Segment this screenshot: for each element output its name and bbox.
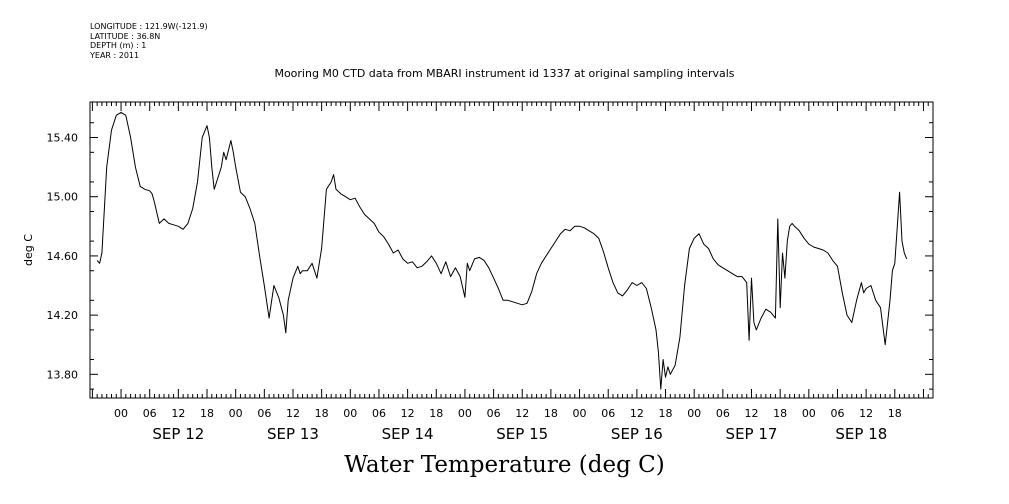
x-tick-label: 12: [745, 407, 759, 420]
x-day-label: SEP 16: [611, 425, 663, 443]
x-tick-label: 12: [171, 407, 185, 420]
x-day-label: SEP 14: [382, 425, 434, 443]
x-tick-label: 06: [143, 407, 157, 420]
x-tick-label: 00: [114, 407, 128, 420]
y-axis: 13.80 14.20 14.60 15.00 15.40: [47, 122, 933, 390]
x-tick-label: 06: [257, 407, 271, 420]
chart-title: Mooring M0 CTD data from MBARI instrumen…: [274, 67, 735, 80]
x-axis: 00 06 12 18 00 06 12 18 00 06 12 18 00 06 12 18 00 06 12 18…: [91, 102, 934, 443]
x-day-label: SEP 15: [496, 425, 548, 443]
x-tick-label: 00: [458, 407, 472, 420]
metadata-year: YEAR : 2011: [90, 50, 140, 60]
x-tick-label: 12: [630, 407, 644, 420]
series-layer: [96, 111, 908, 390]
x-tick-label: 00: [687, 407, 701, 420]
x-tick-label: 12: [859, 407, 873, 420]
x-tick-label: 18: [429, 407, 443, 420]
x-tick-label: 06: [372, 407, 386, 420]
x-tick-label: 18: [888, 407, 902, 420]
footer-title: Water Temperature (deg C): [344, 452, 665, 478]
metadata-longitude: LONGITUDE : 121.9W(-121.9): [90, 22, 208, 31]
y-tick-label: 14.60: [47, 250, 79, 263]
x-tick-label: 00: [229, 407, 243, 420]
x-tick-label: 18: [544, 407, 558, 420]
y-tick-label: 15.00: [47, 191, 79, 204]
x-tick-label: 06: [716, 407, 730, 420]
x-tick-label: 06: [601, 407, 615, 420]
x-day-label: SEP 17: [726, 425, 778, 443]
metadata-depth: DEPTH (m) : 1: [90, 41, 147, 50]
y-tick-label: 13.80: [47, 368, 79, 381]
x-tick-label: 12: [515, 407, 529, 420]
x-tick-label: 06: [487, 407, 501, 420]
metadata-block: LONGITUDE : 121.9W(-121.9) LATITUDE : 36…: [90, 22, 208, 60]
x-day-label: SEP 18: [835, 425, 887, 443]
x-tick-label: 18: [659, 407, 673, 420]
water-temperature-series-line: [96, 111, 908, 390]
x-tick-label: 12: [286, 407, 300, 420]
y-tick-label: 15.40: [47, 132, 79, 145]
y-axis-label: deg C: [22, 234, 35, 266]
x-day-label: SEP 12: [152, 425, 204, 443]
y-tick-label: 14.20: [47, 309, 79, 322]
x-tick-label: 06: [830, 407, 844, 420]
x-tick-label: 00: [573, 407, 587, 420]
x-tick-label: 18: [315, 407, 329, 420]
x-tick-label: 00: [802, 407, 816, 420]
metadata-latitude: LATITUDE : 36.8N: [90, 31, 161, 41]
x-tick-label: 12: [401, 407, 415, 420]
x-tick-label: 18: [773, 407, 787, 420]
x-day-label: SEP 13: [267, 425, 319, 443]
x-tick-label: 18: [200, 407, 214, 420]
x-tick-label: 00: [343, 407, 357, 420]
plot-frame: [89, 101, 934, 399]
